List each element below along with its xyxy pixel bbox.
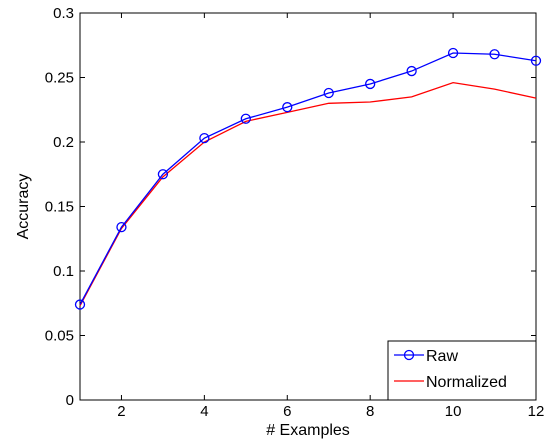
data-point-raw <box>199 132 210 144</box>
x-tick-label: 2 <box>117 403 125 420</box>
series-line-raw <box>79 52 537 305</box>
x-tick-label: 10 <box>445 403 462 420</box>
legend-label-raw: Raw <box>426 348 458 365</box>
y-axis-label: Accuracy <box>15 174 32 240</box>
y-tick-label: 0.15 <box>45 199 74 216</box>
series-line-normalized <box>79 81 537 307</box>
plot-area <box>79 12 537 401</box>
y-tick-label: 0 <box>66 392 74 409</box>
data-point-raw <box>240 113 251 124</box>
data-point-raw <box>365 78 376 90</box>
data-point-raw <box>489 49 500 60</box>
y-tick-label: 0.05 <box>45 328 74 345</box>
data-point-raw <box>406 65 417 77</box>
legend: Raw Normalized <box>387 340 537 401</box>
x-tick-label: 4 <box>200 403 208 420</box>
legend-marker-raw <box>403 349 415 361</box>
x-tick-label: 12 <box>528 403 545 420</box>
series-layer <box>74 47 542 310</box>
data-point-raw <box>323 87 334 99</box>
data-point-raw <box>282 102 293 113</box>
y-tick-label: 0.25 <box>45 70 74 87</box>
data-point-raw <box>447 47 459 59</box>
y-tick-label: 0.1 <box>53 263 74 280</box>
y-tick-label: 0.2 <box>53 134 74 151</box>
data-point-raw <box>157 169 169 180</box>
legend-box <box>387 340 537 401</box>
x-axis-label: # Examples <box>266 422 350 439</box>
data-point-raw <box>74 299 86 310</box>
legend-label-normalized: Normalized <box>426 374 507 391</box>
data-point-raw <box>530 55 542 66</box>
data-point-raw <box>116 221 127 233</box>
x-tick-label: 8 <box>366 403 374 420</box>
y-tick-label: 0.3 <box>53 5 74 22</box>
x-tick-label: 6 <box>283 403 291 420</box>
